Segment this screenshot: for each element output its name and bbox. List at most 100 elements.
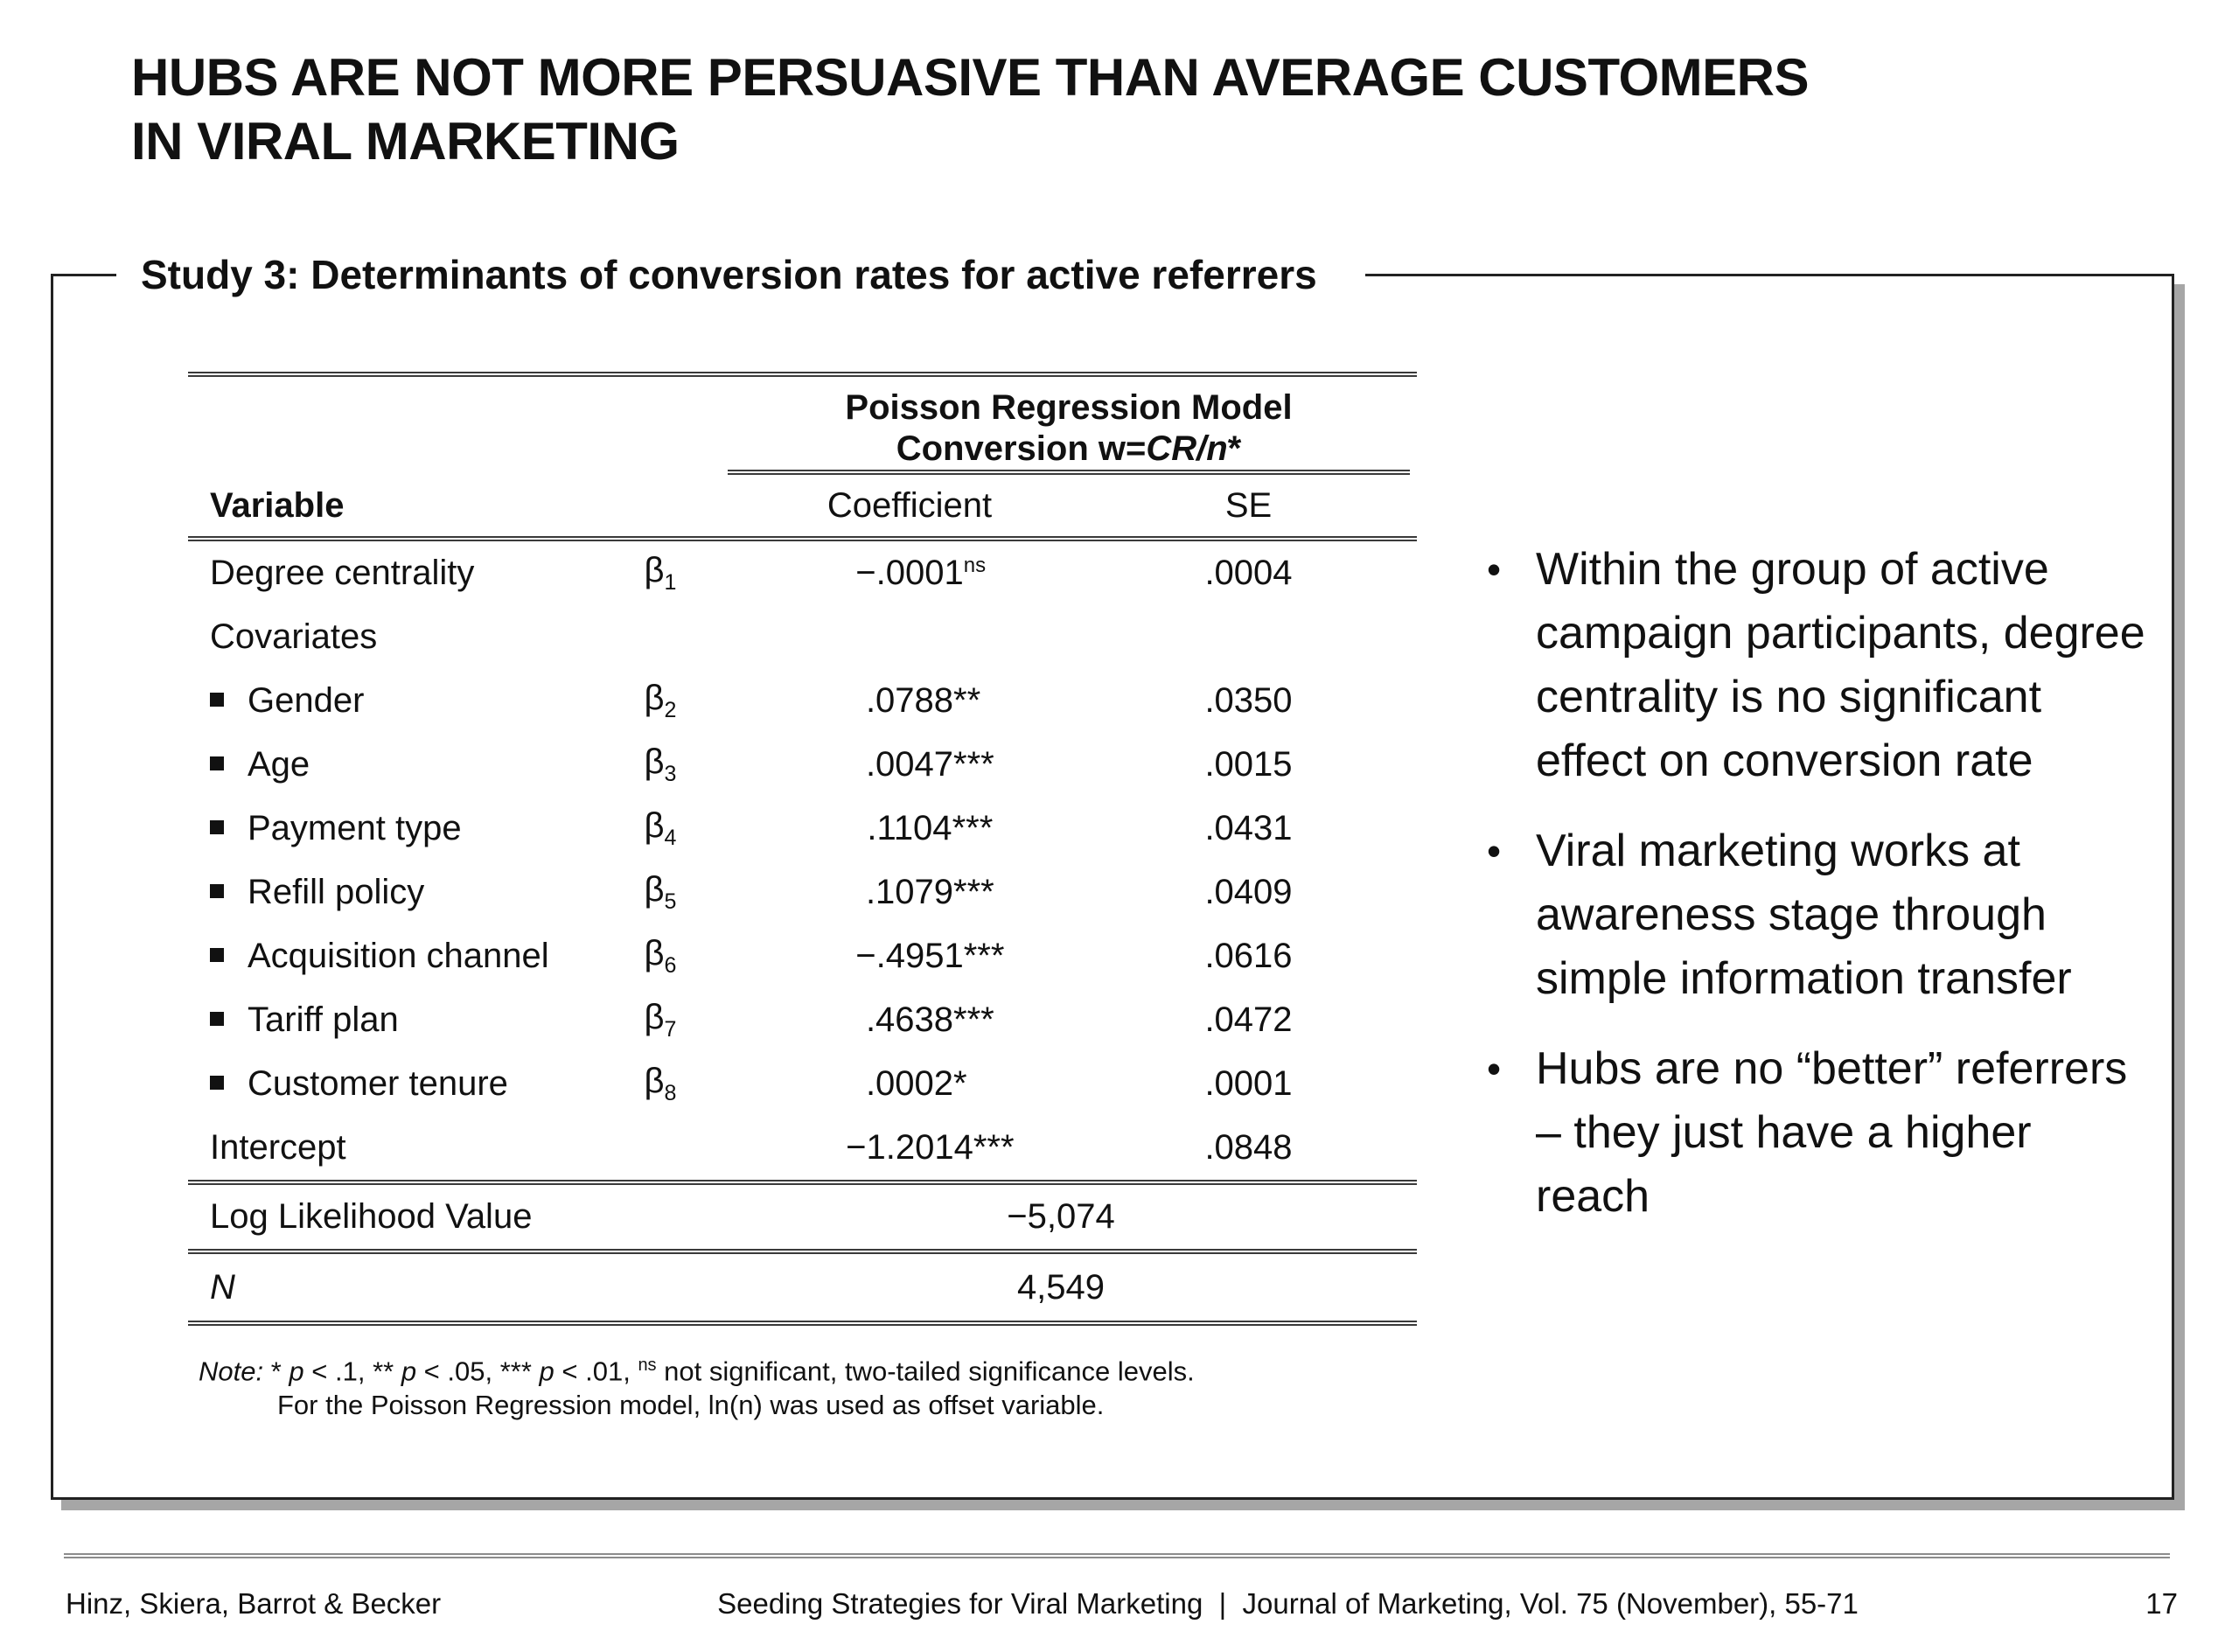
- row-variable: Age: [188, 745, 582, 784]
- footer-rule: [64, 1553, 2170, 1558]
- log-likelihood-row: Log Likelihood Value −5,074: [188, 1185, 1417, 1249]
- bullet-square-icon: [210, 948, 224, 963]
- row-coefficient: .0047 ***: [865, 745, 994, 784]
- list-item: • Viral marketing works at awareness sta…: [1487, 819, 2160, 1011]
- row-variable: Payment type: [188, 809, 582, 848]
- row-variable-label: Payment type: [248, 809, 462, 847]
- row-variable-label: Refill policy: [248, 873, 425, 911]
- log-likelihood-label: Log Likelihood Value: [210, 1197, 533, 1236]
- row-variable: Acquisition channel: [188, 937, 582, 976]
- study-box: Study 3: Determinants of conversion rate…: [51, 247, 2174, 1500]
- row-variable-label: Acquisition channel: [248, 937, 549, 975]
- row-coefficient: −.4951 ***: [855, 937, 1005, 975]
- table-note: Note: * p < .1, ** p < .05, *** p < .01,…: [188, 1349, 1417, 1422]
- table-row: Age β3 .0047 *** .0015: [188, 733, 1417, 797]
- note-line1: Note: * p < .1, ** p < .05, *** p < .01,…: [199, 1356, 1195, 1387]
- footer-authors: Hinz, Skiera, Barrot & Becker: [66, 1587, 442, 1620]
- column-header-coefficient: Coefficient: [827, 485, 993, 525]
- regression-table: Poisson Regression Model Conversion w=CR…: [188, 372, 1417, 1422]
- list-item-text: Hubs are no “better” referrers – they ju…: [1536, 1043, 2128, 1222]
- table-row: Refill policy β5 .1079 *** .0409: [188, 861, 1417, 924]
- bullet-square-icon: [210, 756, 224, 771]
- row-se: .0001: [1204, 1064, 1293, 1103]
- spanner-heading-line1: Poisson Regression Model: [845, 388, 1293, 427]
- list-item-text: Viral marketing works at awareness stage…: [1536, 826, 2072, 1004]
- row-beta: β4: [644, 806, 677, 850]
- row-se: .0848: [1204, 1128, 1293, 1167]
- row-coefficient: .0788 **: [865, 681, 981, 720]
- row-beta: β7: [644, 998, 677, 1042]
- spanner-heading: Poisson Regression Model Conversion w=CR…: [728, 387, 1410, 470]
- row-beta: β6: [644, 934, 677, 978]
- page-title-line2: IN VIRAL MARKETING: [131, 112, 680, 171]
- row-se: .0015: [1204, 745, 1293, 784]
- n-row: N 4,549: [188, 1254, 1417, 1321]
- note-line2: For the Poisson Regression model, ln(n) …: [277, 1390, 1105, 1421]
- row-coefficient: −1.2014 ***: [846, 1128, 1015, 1167]
- row-variable: Intercept: [188, 1128, 582, 1168]
- table-row: Degree centrality β1 −.0001 ns .0004: [188, 541, 1417, 605]
- row-se: .0616: [1204, 937, 1293, 975]
- log-likelihood-value: −5,074: [1007, 1197, 1115, 1236]
- table-spanner-row: Poisson Regression Model Conversion w=CR…: [188, 377, 1417, 475]
- row-coefficient: .1104 ***: [867, 809, 994, 847]
- table-row: Customer tenure β8 .0002 * .0001: [188, 1052, 1417, 1116]
- bullet-square-icon: [210, 884, 224, 899]
- body-bottom-rule: [188, 1180, 1417, 1185]
- table-row: Payment type β4 .1104 *** .0431: [188, 797, 1417, 861]
- spanner-heading-line2: Conversion w=CR/n*: [896, 429, 1242, 468]
- row-variable-label: Intercept: [210, 1128, 346, 1167]
- page-title: HUBS ARE NOT MORE PERSUASIVE THAN AVERAG…: [131, 45, 2178, 173]
- header-bottom-rule: [188, 536, 1417, 541]
- bullet-square-icon: [210, 1012, 224, 1027]
- table-row: Acquisition channel β6 −.4951 *** .0616: [188, 924, 1417, 988]
- spanner-rule: [728, 470, 1410, 475]
- table-row: Tariff plan β7 .4638 *** .0472: [188, 988, 1417, 1052]
- row-variable-label: Customer tenure: [248, 1064, 508, 1103]
- row-variable-label: Tariff plan: [248, 1000, 399, 1039]
- row-se: .0409: [1204, 873, 1293, 911]
- row-variable: Covariates: [188, 617, 582, 657]
- bullet-dot-icon: •: [1487, 1046, 1502, 1091]
- list-item-text: Within the group of active campaign part…: [1536, 544, 2145, 786]
- table-body: Degree centrality β1 −.0001 ns .0004 Cova…: [188, 541, 1417, 1180]
- row-variable: Tariff plan: [188, 1000, 582, 1040]
- column-header-variable: Variable: [210, 485, 345, 525]
- row-variable-label: Covariates: [210, 617, 378, 656]
- table-top-rule: [188, 372, 1417, 377]
- row-variable-label: Gender: [248, 681, 365, 720]
- bullet-dot-icon: •: [1487, 547, 1502, 592]
- footer-citation: Seeding Strategies for Viral Marketing |…: [717, 1587, 1859, 1620]
- row-beta: β5: [644, 870, 677, 914]
- bullet-dot-icon: •: [1487, 828, 1502, 874]
- page-title-line1: HUBS ARE NOT MORE PERSUASIVE THAN AVERAG…: [131, 48, 1810, 107]
- bullet-square-icon: [210, 1076, 224, 1091]
- table-row: Covariates: [188, 605, 1417, 669]
- row-beta: β3: [644, 742, 677, 786]
- table-row: Gender β2 .0788 ** .0350: [188, 669, 1417, 733]
- row-variable: Customer tenure: [188, 1064, 582, 1104]
- row-se: .0350: [1204, 681, 1293, 720]
- row-coefficient: .1079 ***: [865, 873, 994, 911]
- row-coefficient: .0002 *: [865, 1064, 967, 1103]
- row-coefficient: −.0001 ns: [855, 554, 987, 592]
- footer-page-number: 17: [2145, 1587, 2178, 1620]
- row-variable-label: Age: [248, 745, 310, 784]
- key-findings-list: • Within the group of active campaign pa…: [1487, 538, 2160, 1255]
- list-item: • Within the group of active campaign pa…: [1487, 538, 2160, 793]
- table-header-row: Variable Coefficient SE: [188, 475, 1417, 536]
- row-beta: β2: [644, 679, 677, 722]
- bullet-square-icon: [210, 820, 224, 835]
- bullet-square-icon: [210, 693, 224, 708]
- n-label: N: [210, 1268, 235, 1307]
- row-variable: Degree centrality: [188, 554, 582, 593]
- log-likelihood-rule: [188, 1249, 1417, 1254]
- table-row: Intercept −1.2014 *** .0848: [188, 1116, 1417, 1180]
- row-beta: β8: [644, 1062, 677, 1105]
- row-variable: Gender: [188, 681, 582, 721]
- column-header-se: SE: [1224, 485, 1273, 525]
- row-variable: Refill policy: [188, 873, 582, 912]
- list-item: • Hubs are no “better” referrers – they …: [1487, 1037, 2160, 1229]
- row-se: .0004: [1204, 554, 1293, 592]
- section-heading: Study 3: Determinants of conversion rate…: [116, 247, 1365, 302]
